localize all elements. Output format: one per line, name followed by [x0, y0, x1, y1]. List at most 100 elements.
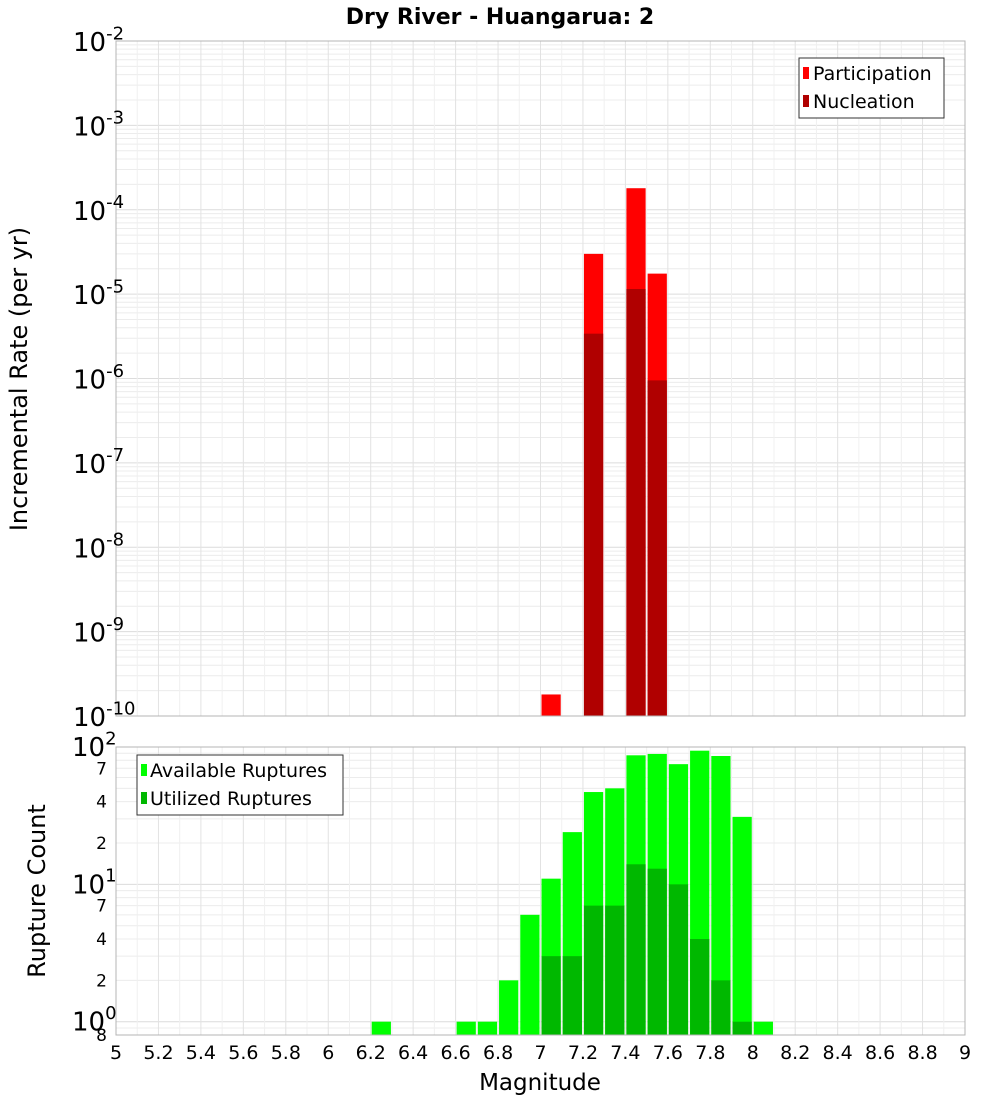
x-tick-label: 6.8	[483, 1042, 513, 1064]
top-y-axis-label: Incremental Rate (per yr)	[5, 227, 33, 531]
bottom-legend: Available Ruptures Utilized Ruptures	[136, 754, 344, 816]
available-ruptures-bar	[711, 755, 731, 1035]
top-y-tick-label-exponent: -8	[106, 530, 124, 551]
top-y-tick-label: 10-4	[73, 192, 124, 227]
x-tick-label: 6	[322, 1042, 334, 1064]
x-tick-label: 9	[959, 1042, 971, 1064]
top-y-tick-label-base: 10	[73, 197, 106, 227]
x-tick-label: 5.2	[143, 1042, 173, 1064]
top-y-tick-label-base: 10	[73, 366, 106, 396]
top-y-tick-label-base: 10	[73, 703, 106, 733]
x-tick-label: 6.2	[356, 1042, 386, 1064]
x-tick-label: 7.6	[653, 1042, 683, 1064]
available-ruptures-bar	[456, 1021, 476, 1035]
bottom-y-tick-label-base: 10	[72, 870, 105, 900]
x-tick-label: 8.2	[780, 1042, 810, 1064]
utilized-ruptures-bar	[647, 868, 667, 1035]
bottom-y-tick-label-exponent: 2	[105, 728, 116, 749]
utilized-ruptures-bar	[626, 864, 646, 1035]
legend-swatch	[803, 95, 809, 107]
legend-label: Utilized Ruptures	[150, 788, 312, 810]
bottom-y-minor-tick-label: 7	[96, 759, 107, 779]
x-tick-label: 8.8	[907, 1042, 937, 1064]
utilized-ruptures-bar	[732, 1021, 752, 1035]
utilized-ruptures-bar	[668, 884, 689, 1035]
bottom-y-tick-label: 101	[72, 866, 117, 901]
bottom-y-tick-label-exponent: 1	[105, 866, 116, 887]
top-y-tick-label-base: 10	[73, 619, 106, 649]
bottom-legend-box	[136, 754, 344, 816]
x-axis-label: Magnitude	[479, 1070, 601, 1096]
x-tick-label: 7.8	[695, 1042, 725, 1064]
legend-swatch	[141, 764, 147, 776]
utilized-ruptures-bar	[711, 980, 731, 1035]
nucleation-bar	[583, 333, 604, 716]
bottom-y-tick-label-base: 10	[72, 733, 105, 763]
utilized-ruptures-bar	[605, 905, 625, 1035]
nucleation-bar	[626, 289, 646, 716]
x-tick-label: 7	[534, 1042, 546, 1064]
utilized-ruptures-bar	[562, 956, 582, 1035]
legend-swatch	[803, 67, 809, 79]
top-y-tick-label-exponent: -3	[106, 108, 124, 129]
top-y-tick-label-exponent: -2	[106, 23, 124, 44]
utilized-ruptures-bar	[690, 939, 710, 1035]
bottom-y-minor-tick-label: 4	[96, 793, 107, 813]
available-ruptures-bar	[732, 816, 752, 1035]
top-y-tick-label-exponent: -5	[106, 276, 124, 297]
top-legend: Participation Nucleation	[798, 57, 945, 119]
top-y-tick-label-exponent: -6	[106, 361, 124, 382]
bottom-y-minor-tick-label: 7	[96, 897, 107, 917]
top-y-tick-label-base: 10	[73, 534, 106, 564]
top-y-tick-label-base: 10	[73, 450, 106, 480]
x-tick-label: 7.4	[610, 1042, 640, 1064]
top-y-tick-label: 10-10	[73, 698, 136, 733]
top-y-tick-label-exponent: -9	[106, 614, 124, 635]
top-y-tick-label-exponent: -10	[106, 698, 135, 719]
available-ruptures-bar	[477, 1021, 498, 1035]
participation-bar	[541, 694, 561, 716]
x-tick-label: 5	[110, 1042, 122, 1064]
top-plot-area: 10-210-310-410-510-610-710-810-910-10Par…	[73, 23, 966, 733]
top-plot-border	[115, 40, 966, 717]
top-y-tick-label-base: 10	[73, 281, 106, 311]
utilized-ruptures-bar	[541, 956, 561, 1035]
top-legend-box	[798, 57, 945, 119]
x-tick-label: 5.8	[271, 1042, 301, 1064]
legend-label: Participation	[813, 63, 932, 85]
x-tick-label: 8.6	[865, 1042, 895, 1064]
legend-swatch	[141, 792, 147, 804]
top-y-tick-label: 10-7	[73, 445, 124, 480]
legend-label: Available Ruptures	[150, 760, 327, 782]
bottom-y-tick-label: 102	[72, 728, 117, 763]
top-y-tick-label-exponent: -7	[106, 445, 124, 466]
utilized-ruptures-bar	[583, 905, 604, 1035]
x-tick-label: 6.6	[440, 1042, 470, 1064]
top-y-tick-label-exponent: -4	[106, 192, 124, 213]
top-y-tick-label: 10-9	[73, 614, 124, 649]
bottom-plot-border	[115, 746, 966, 1036]
bottom-y-tick-label: 100	[72, 1003, 117, 1038]
available-ruptures-bar	[520, 914, 540, 1035]
bottom-y-minor-tick-label: 8	[96, 1026, 107, 1046]
x-tick-label: 6.4	[398, 1042, 428, 1064]
x-tick-label: 5.6	[228, 1042, 258, 1064]
bottom-y-minor-tick-label: 4	[96, 930, 107, 950]
bottom-y-minor-tick-label: 2	[96, 971, 107, 991]
top-y-tick-label: 10-5	[73, 276, 124, 311]
x-tick-label: 8	[747, 1042, 759, 1064]
top-y-tick-label: 10-3	[73, 108, 124, 143]
top-y-tick-label-base: 10	[73, 28, 106, 58]
bottom-y-axis-label: Rupture Count	[23, 804, 51, 978]
nucleation-bar	[647, 380, 667, 716]
x-tick-label: 8.4	[823, 1042, 853, 1064]
available-ruptures-bar	[371, 1021, 391, 1035]
chart-title: Dry River - Huangarua: 2	[346, 5, 654, 30]
legend-label: Nucleation	[813, 91, 915, 113]
bottom-y-tick-label-exponent: 0	[105, 1003, 116, 1024]
bottom-y-minor-tick-label: 2	[96, 834, 107, 854]
available-ruptures-bar	[499, 980, 519, 1035]
